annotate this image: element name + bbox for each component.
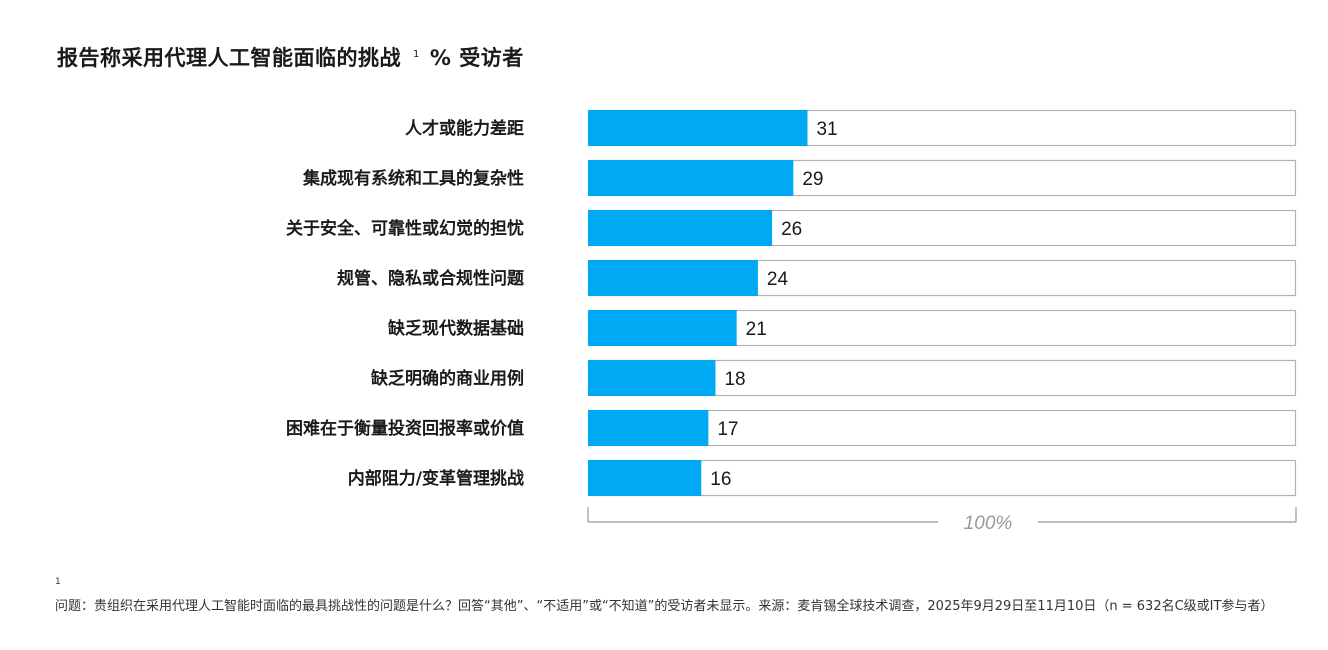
data-label: 26 — [781, 219, 802, 240]
chart-title-text: 报告称采用代理人工智能面临的挑战 — [57, 46, 401, 70]
footnote-text: 问题：贵组织在采用代理人工智能时面临的最具挑战性的问题是什么？回答“其他”、“不… — [55, 599, 1274, 614]
data-label: 31 — [816, 119, 837, 140]
bar — [588, 110, 808, 146]
category-label: 困难在于衡量投资回报率或价值 — [286, 418, 524, 439]
bar — [588, 210, 773, 246]
scale-label: 100% — [964, 513, 1013, 534]
data-label: 21 — [746, 319, 767, 340]
category-label: 缺乏明确的商业用例 — [371, 368, 524, 389]
data-label: 18 — [724, 369, 745, 390]
category-label: 关于安全、可靠性或幻觉的担忧 — [286, 218, 524, 239]
category-label: 内部阻力/变革管理挑战 — [348, 468, 524, 489]
category-label: 人才或能力差距 — [405, 118, 524, 139]
footnote: 1 问题：贵组织在采用代理人工智能时面临的最具挑战性的问题是什么？回答“其他”、“… — [55, 572, 1290, 617]
category-label: 集成现有系统和工具的复杂性 — [302, 168, 524, 189]
data-label: 17 — [717, 419, 738, 440]
footnote-marker: 1 — [55, 577, 61, 587]
bar-track — [587, 459, 1297, 497]
title-footnote-marker: 1 — [413, 49, 420, 60]
category-label: 规管、隐私或合规性问题 — [337, 268, 525, 289]
data-label: 29 — [802, 169, 823, 190]
chart-unit-label: % 受访者 — [429, 46, 524, 70]
data-label: 16 — [710, 469, 731, 490]
data-label: 24 — [767, 269, 789, 290]
bar — [588, 460, 702, 496]
chart-title: 报告称采用代理人工智能面临的挑战 1 % 受访者 — [57, 42, 524, 72]
bar — [588, 310, 737, 346]
bar — [588, 410, 709, 446]
bar — [588, 260, 758, 296]
bar — [588, 360, 716, 396]
bar-chart: 人才或能力差距 31 集成现有系统和工具的复杂性 29 关于安全、可靠性或幻觉的担忧 26… — [286, 109, 1297, 534]
category-label: 缺乏现代数据基础 — [388, 318, 524, 339]
bar — [588, 160, 794, 196]
